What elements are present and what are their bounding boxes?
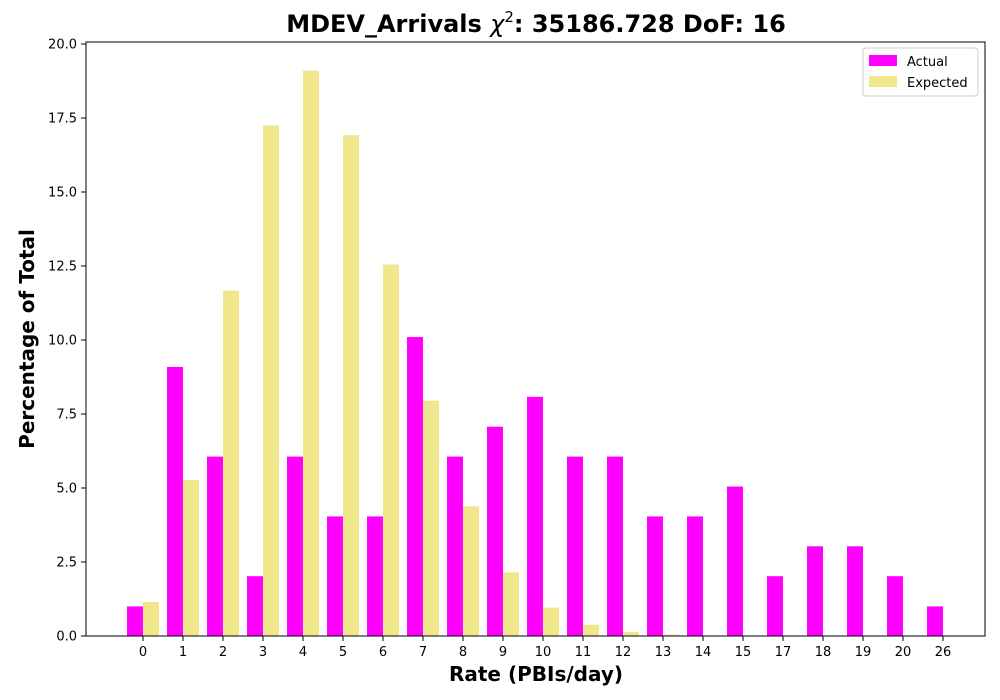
legend-swatch-expected — [869, 76, 897, 87]
bar-actual-0 — [127, 606, 143, 636]
x-tick-label: 10 — [535, 645, 552, 660]
x-tick-label: 14 — [695, 645, 712, 660]
x-tick-label: 20 — [895, 645, 912, 660]
bar-actual-10 — [527, 396, 543, 636]
bars-group — [127, 70, 943, 637]
x-tick-label: 9 — [499, 645, 507, 660]
x-tick-label: 19 — [855, 645, 872, 660]
y-tick-label: 10.0 — [48, 334, 77, 349]
bar-actual-11 — [567, 456, 583, 636]
x-tick-label: 5 — [339, 645, 347, 660]
bar-expected-2 — [223, 290, 239, 636]
x-axis-ticks: 0 1 2 3 4 5 6 7 8 9 10 11 12 13 14 15 17 18 19 20 26 — [139, 636, 951, 660]
bar-expected-3 — [263, 125, 279, 637]
bar-actual-1 — [167, 366, 183, 636]
x-tick-label: 0 — [139, 645, 147, 660]
bar-actual-13 — [647, 516, 663, 636]
x-tick-label: 12 — [615, 645, 632, 660]
y-tick-label: 20.0 — [48, 38, 77, 53]
bar-expected-12 — [623, 631, 639, 636]
bar-actual-14 — [687, 516, 703, 636]
x-tick-label: 13 — [655, 645, 672, 660]
chart-title: MDEV_Arrivals χ2: 35186.728 DoF: 16 — [286, 8, 786, 38]
bar-actual-3 — [247, 576, 263, 636]
bar-actual-20 — [887, 576, 903, 636]
legend: Actual Expected — [862, 47, 979, 97]
x-tick-label: 2 — [219, 645, 227, 660]
bar-expected-1 — [183, 480, 199, 636]
legend-label-actual: Actual — [907, 55, 948, 70]
bar-actual-7 — [407, 337, 423, 636]
bar-actual-9 — [487, 426, 503, 636]
bar-actual-2 — [207, 456, 223, 636]
y-tick-label: 17.5 — [48, 112, 77, 127]
bar-actual-19 — [847, 546, 863, 636]
y-tick-label: 15.0 — [48, 186, 77, 201]
chart-title-rest: : 35186.728 DoF: 16 — [514, 10, 786, 38]
bar-actual-12 — [607, 456, 623, 636]
y-tick-label: 7.5 — [56, 408, 77, 423]
x-tick-label: 11 — [575, 645, 592, 660]
bar-expected-8 — [463, 506, 479, 636]
plot-frame — [85, 41, 986, 637]
x-tick-label: 6 — [379, 645, 387, 660]
bar-actual-5 — [327, 516, 343, 636]
bar-actual-18 — [807, 546, 823, 636]
y-tick-label: 2.5 — [56, 556, 77, 571]
x-tick-label: 17 — [775, 645, 792, 660]
y-axis-ticks: 0.0 2.5 5.0 7.5 10.0 12.5 15.0 17.5 20.0 — [48, 38, 86, 645]
x-tick-label: 3 — [259, 645, 267, 660]
chart-title-chi: χ — [488, 10, 505, 38]
bar-actual-4 — [287, 456, 303, 636]
legend-swatch-actual — [869, 55, 897, 66]
bar-expected-4 — [303, 70, 319, 636]
bar-actual-8 — [447, 456, 463, 636]
y-axis-title: Percentage of Total — [15, 229, 39, 449]
bar-expected-7 — [423, 400, 439, 636]
chart-title-sup: 2 — [504, 8, 514, 26]
y-tick-label: 12.5 — [48, 260, 77, 275]
x-tick-label: 7 — [419, 645, 427, 660]
x-tick-label: 18 — [815, 645, 832, 660]
y-tick-label: 5.0 — [56, 482, 77, 497]
bar-expected-13 — [663, 634, 679, 636]
bar-actual-15 — [727, 486, 743, 636]
x-tick-label: 26 — [935, 645, 952, 660]
y-tick-label: 0.0 — [56, 630, 77, 645]
bar-expected-0 — [143, 601, 159, 636]
x-tick-label: 4 — [299, 645, 307, 660]
x-tick-label: 1 — [179, 645, 187, 660]
bar-actual-6 — [367, 516, 383, 636]
x-tick-label: 15 — [735, 645, 752, 660]
bar-actual-17 — [767, 576, 783, 636]
bar-expected-5 — [343, 135, 359, 636]
bar-actual-26 — [927, 606, 943, 636]
x-tick-label: 8 — [459, 645, 467, 660]
bar-expected-10 — [543, 607, 559, 636]
x-axis-title: Rate (PBIs/day) — [449, 662, 623, 686]
bar-expected-6 — [383, 264, 399, 636]
legend-label-expected: Expected — [907, 76, 968, 91]
bar-expected-9 — [503, 572, 519, 636]
chart-title-main: MDEV_Arrivals — [286, 10, 490, 38]
bar-expected-11 — [583, 624, 599, 636]
